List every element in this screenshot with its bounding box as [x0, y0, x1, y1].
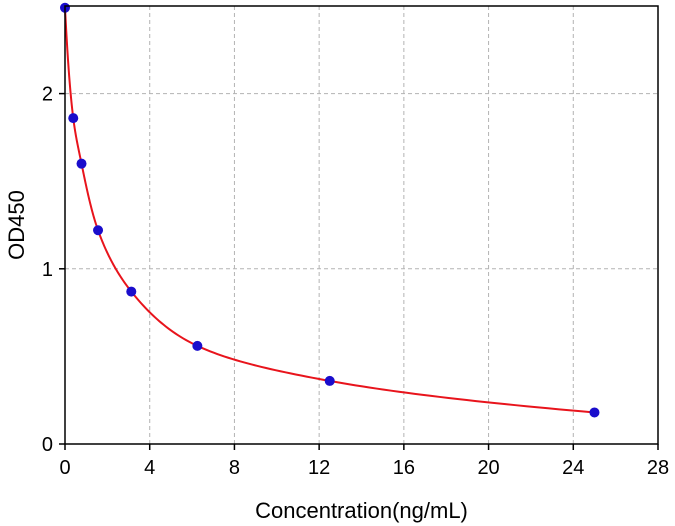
- data-points: [60, 2, 600, 418]
- data-point: [589, 407, 600, 418]
- x-axis-title: Concentration(ng/mL): [255, 498, 468, 523]
- x-tick-label: 20: [477, 457, 499, 479]
- x-tick-label: 4: [144, 457, 155, 479]
- x-tick-label: 0: [59, 457, 70, 479]
- data-point: [93, 225, 104, 236]
- data-point: [126, 286, 137, 297]
- axis-ticks: [59, 92, 659, 450]
- data-point: [192, 340, 203, 351]
- x-tick-label: 8: [229, 457, 240, 479]
- plot-frame: [64, 5, 659, 445]
- x-tick-label: 28: [647, 457, 669, 479]
- grid-lines: [65, 6, 658, 444]
- x-tick-label: 16: [393, 457, 415, 479]
- data-point: [68, 113, 79, 124]
- data-point: [76, 158, 87, 169]
- y-axis-title: OD450: [4, 190, 29, 260]
- fit-curve: [64, 7, 595, 414]
- data-point: [324, 375, 335, 386]
- y-tick-label: 2: [42, 84, 53, 106]
- x-tick-label: 24: [562, 457, 584, 479]
- y-tick-label: 1: [42, 259, 53, 281]
- x-tick-label: 12: [308, 457, 330, 479]
- y-tick-label: 0: [42, 434, 53, 456]
